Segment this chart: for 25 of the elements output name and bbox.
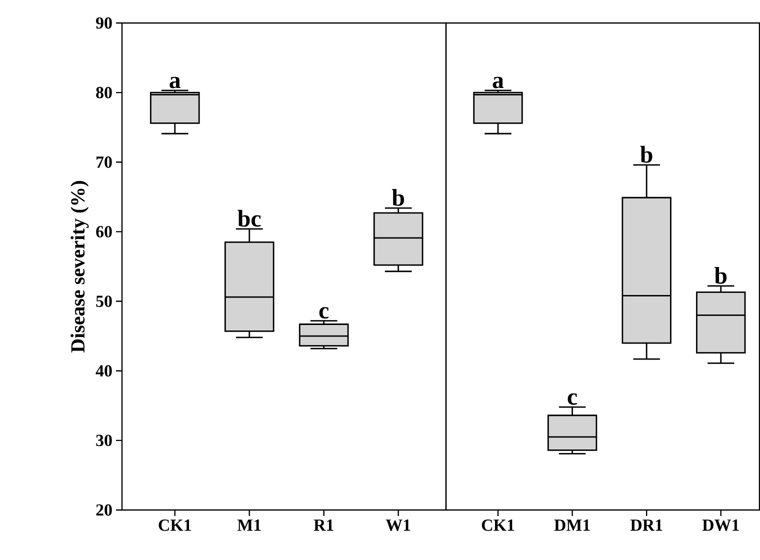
annotation: a [170,76,180,88]
x-tick-label: M1 [237,520,261,531]
y-tick-label: 80 [96,86,112,98]
x-tick-label: W1 [386,520,410,531]
y-tick-label: 60 [96,226,112,238]
y-axis-title: Disease severity (%) [70,181,89,352]
y-tick-label: 20 [96,504,112,516]
x-tick-label: CK1 [158,520,191,531]
y-tick-label: 70 [96,156,112,168]
y-tick-label: 40 [96,365,112,377]
annotation: bc [238,210,261,227]
x-tick-label: CK1 [482,520,514,531]
annotation: b [714,266,727,284]
annotation: c [319,307,329,319]
x-tick-label: R1 [314,520,334,531]
annotation: b [392,189,404,206]
annotation: b [640,146,652,163]
annotation: c [568,393,578,405]
x-tick-label: DW1 [702,520,739,531]
y-tick-label: 50 [96,296,112,308]
x-tick-label: DM1 [554,520,590,531]
y-tick-label: 30 [96,434,112,446]
annotation: a [492,76,504,88]
x-tick-label: DR1 [630,520,662,531]
y-tick-label: 90 [96,17,112,29]
